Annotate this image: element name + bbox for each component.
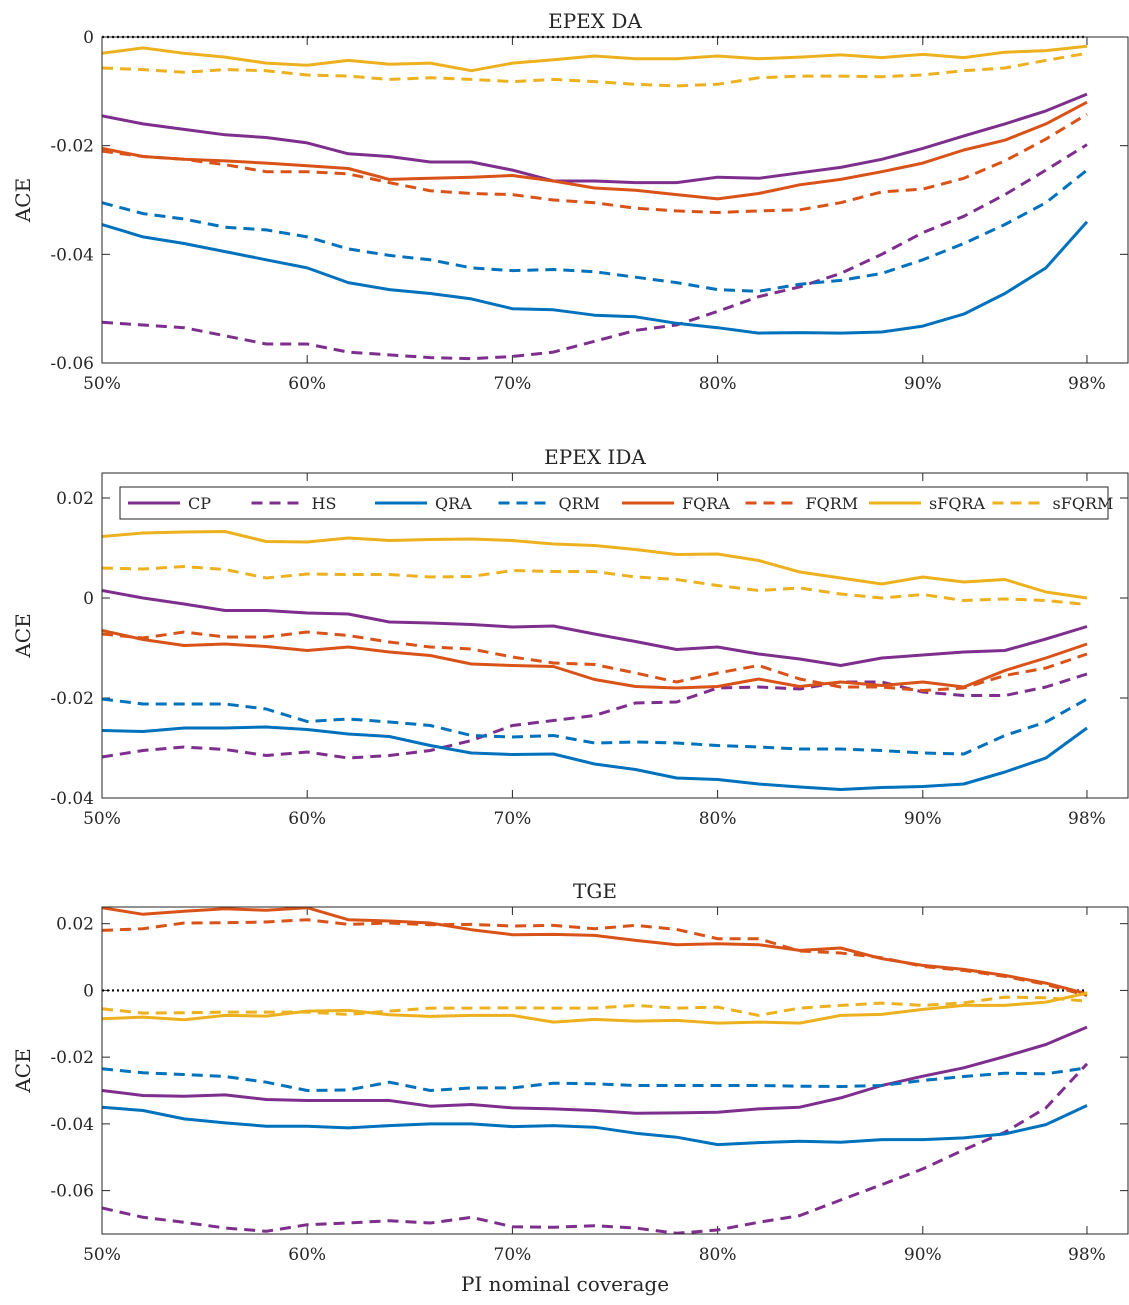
x-tick-label: 90% — [904, 809, 942, 829]
legend: CP HS QRA QRM FQRA FQRM sFQRA sFQRM — [119, 486, 1114, 520]
series-line-qrm — [102, 1066, 1088, 1092]
chart-panel: EPEX IDA ACE 50% 60% 70% 80% 90% 98% 0.02 0 -0.02 -… — [11, 445, 1129, 829]
series-line-sfqra — [102, 530, 1088, 600]
x-tick-label: 60% — [288, 374, 326, 394]
legend-box — [119, 486, 1109, 520]
legend-label-hs: HS — [312, 494, 337, 513]
series-line-fqra — [102, 100, 1088, 201]
y-tick-label: -0.04 — [50, 789, 94, 809]
y-tick-label: -0.06 — [50, 354, 94, 374]
plot-area — [102, 907, 1128, 1234]
series-line-qrm — [102, 697, 1088, 756]
series-line-cp — [102, 1025, 1088, 1115]
y-tick-label: -0.04 — [50, 1115, 94, 1135]
series-group — [102, 907, 1089, 1234]
plot-area — [102, 37, 1128, 363]
series-line-sfqra — [102, 44, 1088, 73]
series-line-sfqrm — [102, 995, 1088, 1017]
legend-label-cp: CP — [188, 494, 211, 513]
series-line-qra — [102, 220, 1089, 335]
y-tick-label: -0.04 — [50, 245, 94, 265]
y-axis-label: ACE — [11, 613, 35, 658]
series-line-cp — [102, 92, 1088, 185]
y-axis-label: ACE — [11, 1048, 35, 1093]
x-tick-label: 60% — [288, 809, 326, 829]
series-line-sfqrm — [102, 565, 1088, 606]
y-tick-label: 0 — [83, 28, 94, 48]
series-line-fqrm — [102, 630, 1088, 692]
x-tick-label: 60% — [288, 1245, 326, 1265]
x-tick-label: 98% — [1068, 809, 1106, 829]
x-tick-label: 50% — [83, 1245, 121, 1265]
x-tick-label: 70% — [494, 1245, 532, 1265]
axes-box — [101, 36, 1129, 364]
series-line-fqrm — [102, 112, 1088, 214]
chart-panel: TGE ACE PI nominal coverage 50% 60% 70% 80% 90%… — [11, 879, 1129, 1296]
x-tick-label: 90% — [904, 1245, 942, 1265]
legend-label-sfqrm: sFQRM — [1053, 494, 1114, 513]
series-line-sfqra — [102, 991, 1088, 1025]
y-tick-label: -0.02 — [50, 137, 94, 157]
y-tick-label: 0 — [83, 981, 94, 1001]
x-tick-label: 80% — [699, 374, 737, 394]
series-line-sfqrm — [102, 51, 1088, 88]
axes-box — [101, 906, 1129, 1235]
panel-title: TGE — [573, 879, 617, 903]
series-line-hs — [102, 143, 1088, 361]
series-line-fqrm — [102, 918, 1088, 997]
x-tick-label: 70% — [494, 374, 532, 394]
y-tick-label: -0.02 — [50, 689, 94, 709]
panel-title: EPEX IDA — [544, 445, 646, 469]
series-group — [102, 530, 1088, 791]
x-tick-label: 50% — [83, 374, 121, 394]
series-line-hs — [102, 672, 1088, 760]
series-line-cp — [102, 589, 1088, 667]
x-tick-label: 80% — [699, 809, 737, 829]
x-axis-label: PI nominal coverage — [461, 1272, 669, 1296]
x-tick-label: 50% — [83, 809, 121, 829]
y-tick-label: -0.06 — [50, 1182, 94, 1202]
x-tick-label: 90% — [904, 374, 942, 394]
series-line-qra — [102, 725, 1088, 791]
y-tick-label: -0.02 — [50, 1048, 94, 1068]
x-tick-label: 70% — [494, 809, 532, 829]
series-line-fqra — [102, 907, 1088, 996]
series-group — [102, 44, 1089, 361]
y-axis-label: ACE — [11, 178, 35, 223]
y-tick-label: 0 — [83, 589, 94, 609]
chart-panel: EPEX DA ACE 50% 60% 70% 80% 90% 98% 0 -0.02 -0.04 -… — [11, 9, 1129, 394]
legend-label-qra: QRA — [435, 494, 472, 513]
series-line-qrm — [102, 168, 1088, 293]
y-tick-label: 0.02 — [56, 489, 94, 509]
y-tick-label: 0.02 — [56, 915, 94, 935]
legend-label-sfqra: sFQRA — [929, 494, 985, 513]
x-tick-label: 98% — [1068, 1245, 1106, 1265]
x-tick-label: 98% — [1068, 374, 1106, 394]
legend-label-qrm: QRM — [559, 494, 601, 513]
panel-title: EPEX DA — [548, 9, 642, 33]
axes-box — [101, 472, 1129, 799]
legend-label-fqrm: FQRM — [806, 494, 859, 513]
series-line-fqra — [102, 629, 1088, 690]
series-line-qra — [102, 1104, 1088, 1147]
series-line-hs — [102, 1062, 1089, 1234]
x-tick-label: 80% — [699, 1245, 737, 1265]
legend-label-fqra: FQRA — [682, 494, 730, 513]
